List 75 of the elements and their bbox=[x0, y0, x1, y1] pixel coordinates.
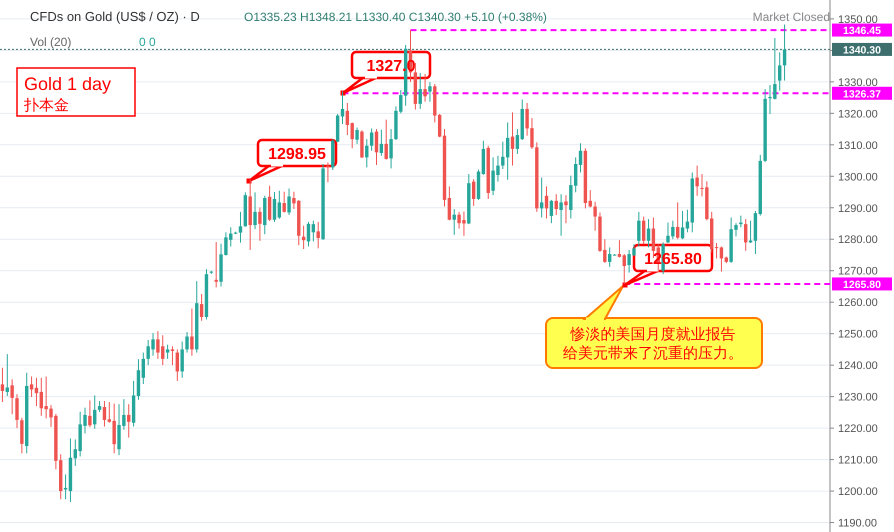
candlestick bbox=[287, 188, 291, 216]
candlestick bbox=[510, 112, 514, 166]
y-tick-label: 1260.00 bbox=[838, 297, 878, 310]
candlestick bbox=[370, 128, 374, 152]
y-tick-label: 1310.00 bbox=[838, 140, 878, 152]
candlestick bbox=[642, 216, 646, 245]
candlestick bbox=[355, 126, 359, 144]
y-tick-label: 1230.00 bbox=[838, 392, 878, 404]
candlestick bbox=[418, 72, 422, 110]
candlestick bbox=[258, 206, 262, 242]
annotation: 惨淡的美国月度就业报告给美元带来了沉重的压力。 bbox=[563, 326, 743, 362]
candlestick bbox=[302, 225, 306, 250]
ref-line-label: 1340.30 bbox=[843, 44, 882, 56]
candlestick bbox=[676, 202, 680, 240]
y-tick-label: 1280.00 bbox=[838, 234, 878, 246]
candlestick bbox=[93, 394, 96, 430]
candlestick bbox=[540, 177, 544, 218]
annotation: Gold 1 day bbox=[24, 74, 112, 94]
annotation: Vol (20) bbox=[30, 35, 72, 49]
candlestick bbox=[778, 52, 782, 92]
annotation: O1335.23 H1348.21 L1330.40 C1340.30 +5.10 (+0.38%) bbox=[244, 10, 547, 24]
candlestick bbox=[472, 178, 476, 206]
candlestick bbox=[739, 215, 743, 228]
candlestick bbox=[127, 404, 130, 438]
ref-line-label: 1265.80 bbox=[843, 278, 882, 291]
candlestick bbox=[389, 128, 393, 169]
text: CFDs on Gold (US$ / OZ) · D bbox=[30, 9, 200, 24]
candlestick bbox=[0, 367, 4, 402]
candlestick bbox=[190, 308, 194, 356]
y-tick-label: 1210.00 bbox=[838, 454, 878, 467]
candlestick bbox=[554, 194, 558, 216]
candlestick bbox=[268, 185, 272, 222]
y-tick-label: 1330.00 bbox=[838, 76, 878, 89]
y-tick-label: 1350.00 bbox=[838, 14, 878, 26]
annotation: Market Closed bbox=[752, 10, 830, 24]
y-tick-label: 1290.00 bbox=[838, 202, 878, 215]
candlestick bbox=[782, 24, 786, 82]
y-tick-label: 1300.00 bbox=[838, 171, 878, 184]
candlestick bbox=[695, 165, 699, 196]
candlestick bbox=[200, 294, 204, 322]
ref-line-label: 1326.37 bbox=[843, 88, 882, 100]
y-tick-label: 1250.00 bbox=[838, 328, 878, 341]
candlestick bbox=[20, 417, 24, 454]
candlestick bbox=[559, 194, 563, 236]
candlestick bbox=[98, 400, 102, 413]
candlestick bbox=[744, 218, 748, 252]
candlestick bbox=[646, 218, 650, 248]
candlestick bbox=[452, 208, 456, 236]
candlestick bbox=[380, 129, 384, 156]
y-tick-label: 1320.00 bbox=[838, 108, 878, 120]
candlestick bbox=[176, 348, 180, 382]
candlestick bbox=[593, 201, 597, 232]
candlestick bbox=[365, 138, 368, 168]
candlestick bbox=[550, 199, 554, 224]
candlestick bbox=[166, 344, 170, 360]
candlestick bbox=[637, 211, 641, 247]
y-tick-label: 1190.00 bbox=[838, 518, 877, 530]
annotation: 0 0 bbox=[139, 35, 156, 49]
candlestick bbox=[423, 73, 427, 102]
candlestick bbox=[428, 82, 432, 102]
candlestick bbox=[6, 354, 9, 397]
annotation: 1298.95 bbox=[268, 146, 326, 163]
candlestick bbox=[384, 119, 388, 160]
annotation: 扑本金 bbox=[23, 97, 69, 114]
candlestick bbox=[316, 221, 320, 249]
ref-line-label: 1346.45 bbox=[843, 25, 882, 38]
candlestick bbox=[88, 400, 92, 428]
candlestick bbox=[282, 191, 286, 213]
candlestick bbox=[10, 378, 14, 415]
candlestick bbox=[326, 162, 330, 183]
y-tick-label: 1200.00 bbox=[838, 486, 878, 498]
candlestick bbox=[180, 341, 184, 378]
y-tick-label: 1270.00 bbox=[838, 266, 878, 278]
y-tick-label: 1240.00 bbox=[838, 360, 878, 372]
y-tick-label: 1220.00 bbox=[838, 423, 878, 436]
